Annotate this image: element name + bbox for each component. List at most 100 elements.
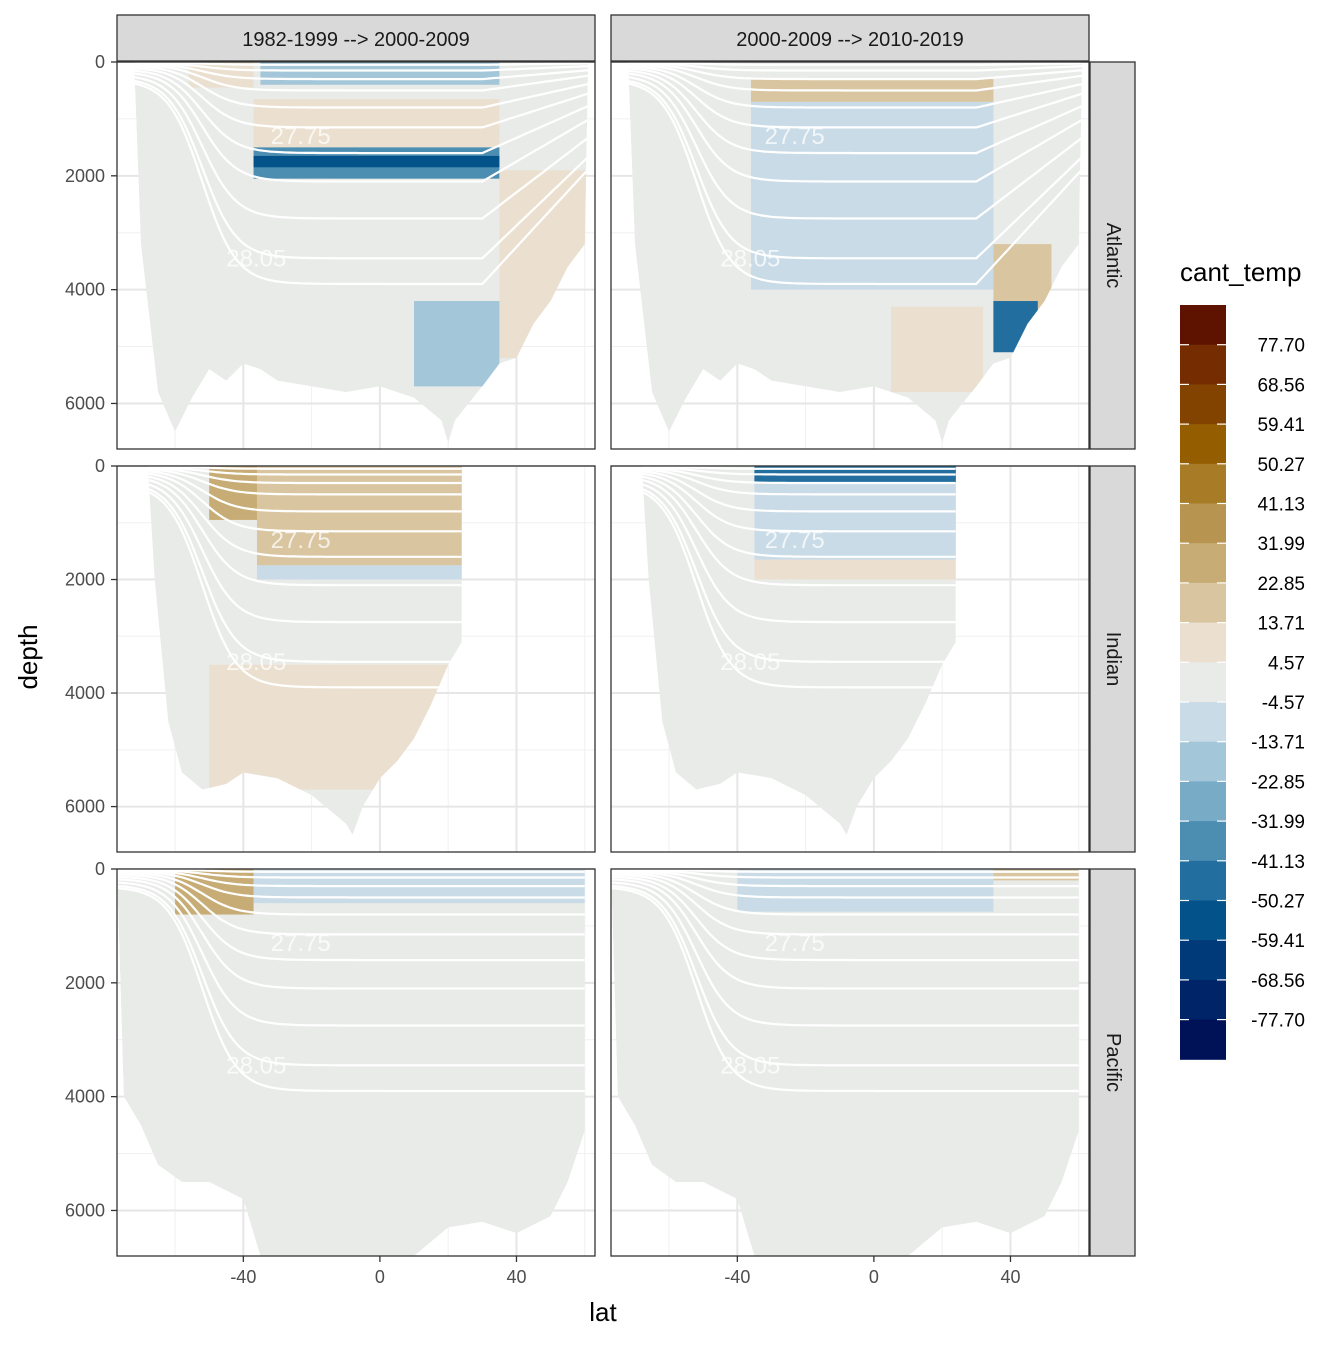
- isopycnal-line: [134, 67, 589, 129]
- legend-swatch: [1180, 1019, 1226, 1060]
- legend-swatch: [1180, 503, 1226, 544]
- legend-break-label: 4.57: [1268, 653, 1305, 674]
- y-tick-label: 6000: [65, 1200, 105, 1220]
- isopycnal-line: [628, 76, 1083, 220]
- isopycnal-line: [147, 466, 462, 470]
- y-tick-label: 4000: [65, 1087, 105, 1107]
- legend-swatch: [1180, 305, 1226, 346]
- isopycnal-line: [117, 869, 585, 873]
- section-background: [611, 869, 1079, 1256]
- row-strip-pacific: Pacific: [1089, 868, 1136, 1257]
- legend-break-label: -68.56: [1251, 971, 1305, 992]
- isopycnal-line: [641, 466, 956, 485]
- strip-label: Indian: [1102, 632, 1124, 687]
- y-tick-label: 6000: [65, 797, 105, 817]
- isopycnal-line: [117, 878, 585, 990]
- isopycnal-line: [134, 62, 589, 81]
- isopycnal-line: [611, 869, 1079, 873]
- isopycnal-line: [641, 483, 956, 624]
- isopycnal-line: [134, 62, 589, 66]
- panel-border: [116, 465, 596, 853]
- y-tick-label: 2000: [65, 166, 105, 186]
- isopycnal-line: [117, 869, 585, 879]
- panel-border: [116, 61, 596, 450]
- isopycnal-line: [134, 69, 589, 155]
- panel-indian-1: 27.75 28.05: [116, 465, 596, 853]
- contour-label-27-75: 27.75: [765, 930, 825, 957]
- isopycnal-line: [611, 887, 1079, 1093]
- isopycnal-line: [134, 63, 589, 92]
- isopycnal-line: [117, 871, 585, 916]
- legend-title: cant_temp: [1180, 257, 1301, 287]
- isopycnal-line: [611, 884, 1079, 1067]
- strip-label: 1982-1999 --> 2000-2009: [242, 29, 469, 51]
- legend-swatch: [1180, 384, 1226, 425]
- isopycnal-line: [147, 466, 462, 485]
- isopycnal-line: [134, 79, 589, 260]
- legend-swatch: [1180, 424, 1226, 465]
- y-tick-label: 0: [95, 456, 105, 476]
- anomaly-region: [737, 869, 994, 912]
- isopycnal-line: [611, 869, 1079, 888]
- isopycnal-line: [641, 470, 956, 513]
- isopycnal-line: [641, 472, 956, 533]
- legend-swatch: [1180, 582, 1226, 624]
- legend-swatch: [1180, 662, 1226, 703]
- legend-break-label: 13.71: [1257, 614, 1305, 635]
- anomaly-region: [414, 301, 500, 387]
- isopycnal-line: [611, 878, 1079, 990]
- isopycnal-line: [611, 875, 1079, 962]
- isopycnal-line: [628, 62, 1083, 72]
- legend-break-label: -59.41: [1251, 931, 1305, 952]
- isopycnal-line: [628, 62, 1083, 81]
- isopycnal-line: [117, 884, 585, 1067]
- panel-atlantic-1: 27.75 28.05: [116, 61, 596, 450]
- row-strip-atlantic: Atlantic: [1089, 61, 1136, 450]
- anomaly-region: [253, 155, 500, 168]
- isopycnal-line: [117, 881, 585, 1027]
- section-field: [611, 869, 1079, 1256]
- isopycnal-line: [628, 82, 1083, 286]
- isopycnal-line: [134, 82, 589, 286]
- isopycnal-line: [628, 69, 1083, 155]
- facet-strips: 1982-1999 --> 2000-2009 2000-2009 --> 201…: [116, 14, 1136, 1257]
- isopycnal-line: [117, 875, 585, 962]
- contour-label-27-75: 27.75: [765, 123, 825, 150]
- y-tick-label: 0: [95, 52, 105, 72]
- anomaly-region: [256, 565, 462, 580]
- isopycnal-line: [117, 887, 585, 1093]
- contour-label-28-05: 28.05: [226, 245, 286, 272]
- legend-swatch: [1180, 821, 1226, 862]
- isopycnal-line: [628, 67, 1083, 129]
- anomaly-region: [993, 869, 1079, 881]
- isopycnal-line: [628, 63, 1083, 92]
- column-strip-2: 2000-2009 --> 2010-2019: [610, 14, 1090, 62]
- strip-background: [1089, 868, 1136, 1257]
- legend-swatch: [1180, 702, 1226, 743]
- column-strip-1: 1982-1999 --> 2000-2009: [116, 14, 596, 62]
- panel-pacific-2: 27.75 28.05: [610, 868, 1090, 1257]
- isopycnal-line: [641, 475, 956, 558]
- strip-label: 2000-2009 --> 2010-2019: [736, 29, 963, 51]
- isopycnal-line: [611, 869, 1079, 879]
- isopycnal-line: [611, 881, 1079, 1027]
- x-tick-label: 40: [1000, 1267, 1020, 1287]
- y-tick-label: 6000: [65, 393, 105, 413]
- legend-break-label: 50.27: [1257, 455, 1305, 476]
- isopycnal-line: [641, 490, 956, 689]
- x-tick-label: -40: [230, 1267, 256, 1287]
- legend-break-label: -22.85: [1251, 772, 1305, 793]
- contour-label-27-75: 27.75: [271, 527, 331, 554]
- contour-label-28-05: 28.05: [226, 649, 286, 676]
- x-tick-label: 0: [375, 1267, 385, 1287]
- panel-pacific-1: 27.75 28.05: [116, 868, 596, 1257]
- legend-break-label: -31.99: [1251, 812, 1305, 833]
- isopycnal-line: [147, 470, 462, 513]
- isopycnal-line: [628, 79, 1083, 260]
- legend-break-label: 31.99: [1257, 534, 1305, 555]
- legend-swatch: [1180, 781, 1226, 822]
- y-tick-label: 2000: [65, 570, 105, 590]
- isopycnal-line: [147, 472, 462, 533]
- y-tick-label: 0: [95, 859, 105, 879]
